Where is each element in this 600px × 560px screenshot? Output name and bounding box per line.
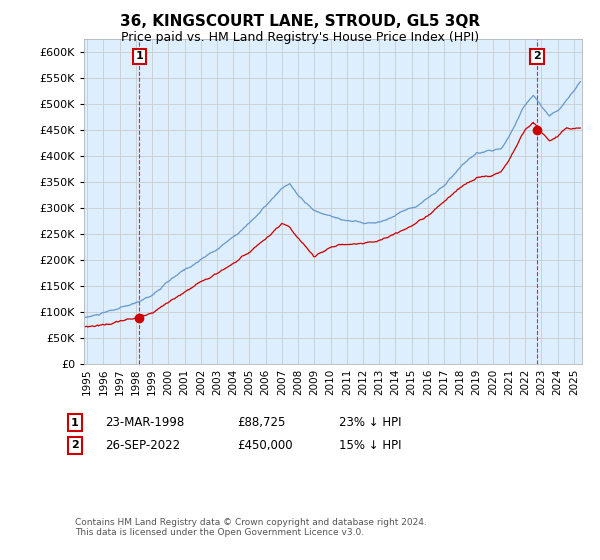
Text: 36, KINGSCOURT LANE, STROUD, GL5 3QR: 36, KINGSCOURT LANE, STROUD, GL5 3QR	[120, 14, 480, 29]
Text: 23% ↓ HPI: 23% ↓ HPI	[339, 416, 401, 430]
Text: 2: 2	[71, 440, 79, 450]
Text: 1: 1	[136, 52, 143, 62]
Text: 15% ↓ HPI: 15% ↓ HPI	[339, 438, 401, 452]
Text: £450,000: £450,000	[237, 438, 293, 452]
Text: 1: 1	[71, 418, 79, 428]
Text: 26-SEP-2022: 26-SEP-2022	[105, 438, 180, 452]
Text: £88,725: £88,725	[237, 416, 286, 430]
Text: 23-MAR-1998: 23-MAR-1998	[105, 416, 184, 430]
Text: Price paid vs. HM Land Registry's House Price Index (HPI): Price paid vs. HM Land Registry's House …	[121, 31, 479, 44]
Text: Contains HM Land Registry data © Crown copyright and database right 2024.
This d: Contains HM Land Registry data © Crown c…	[75, 518, 427, 538]
Text: 2: 2	[533, 52, 541, 62]
